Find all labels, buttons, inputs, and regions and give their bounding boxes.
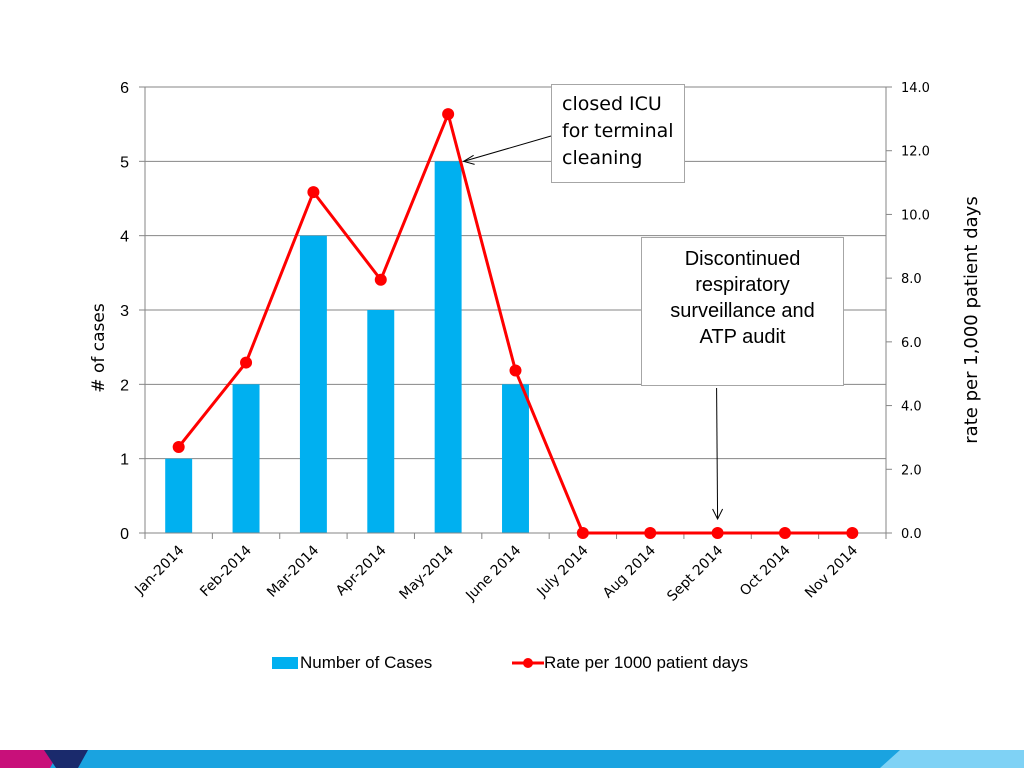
line-series: [172, 108, 859, 539]
footer-band: [0, 750, 1024, 768]
right-tick-label: 2.0: [901, 463, 922, 478]
left-tick-label: 1: [120, 452, 129, 469]
left-tick-label: 4: [120, 229, 129, 246]
arrowhead-icu: [462, 154, 475, 165]
legend-label: Rate per 1000 patient days: [544, 653, 749, 672]
x-tick-label: May-2014: [397, 542, 457, 602]
x-tick-label: June 2014: [462, 542, 524, 604]
x-tick-label: Sept 2014: [664, 542, 726, 604]
left-tick-label: 5: [120, 154, 129, 171]
x-tick-label: Nov 2014: [802, 542, 861, 601]
annotation-arrows: [462, 135, 724, 521]
arrow-icu: [463, 135, 552, 162]
bar-June 2014: [502, 384, 529, 533]
left-tick-label: 6: [120, 80, 129, 97]
right-tick-label: 14.0: [901, 81, 930, 96]
rate-point-Feb-2014: [240, 356, 253, 369]
rate-point-May-2014: [442, 108, 455, 121]
x-tick-label: Apr-2014: [333, 542, 390, 599]
rate-point-July 2014: [576, 527, 589, 539]
annotation-line: Discontinued: [684, 248, 801, 270]
axes: [139, 86, 892, 539]
legend-item-cases: Number of Cases: [272, 653, 432, 673]
footer-band-dark: [44, 750, 88, 768]
left-tick-label: 2: [120, 377, 129, 394]
x-tick-label: Jan-2014: [131, 542, 187, 598]
legend-label: Number of Cases: [300, 653, 433, 672]
annotation-discontinued: Discontinued respiratory surveillance an…: [641, 237, 844, 386]
annotation-line: surveillance and: [670, 300, 815, 322]
bar-May-2014: [434, 161, 462, 534]
y2-axis-title: rate per 1,000 patient days: [961, 196, 982, 443]
right-tick-label: 0.0: [901, 527, 922, 542]
legend-item-rate: Rate per 1000 patient days: [512, 653, 748, 673]
annotation-line: for terminal: [562, 120, 674, 142]
bar-Mar-2014: [299, 235, 327, 533]
rate-point-Jan-2014: [172, 440, 185, 453]
x-tick-label: Aug 2014: [600, 542, 659, 601]
annotation-line: cleaning: [562, 147, 643, 169]
arrowhead-discontinued: [712, 508, 724, 521]
x-tick-label: July 2014: [534, 542, 592, 600]
annotation-line: closed ICU: [562, 93, 662, 115]
bar-Apr-2014: [367, 310, 395, 533]
right-tick-label: 12.0: [901, 145, 930, 160]
right-tick-label: 8.0: [901, 272, 922, 287]
annotation-line: respiratory: [695, 274, 790, 296]
x-tick-label: Oct 2014: [737, 542, 794, 599]
legend-swatch-line: [512, 658, 544, 668]
right-tick-label: 4.0: [901, 400, 922, 415]
footer-band-pink: [0, 750, 60, 768]
rate-point-Mar-2014: [307, 186, 320, 199]
arrow-discontinued: [716, 387, 719, 520]
y-axis-title: # of cases: [89, 303, 109, 393]
right-tick-label: 6.0: [901, 336, 922, 351]
bar-Jan-2014: [165, 458, 193, 533]
annotation-line: ATP audit: [699, 326, 786, 348]
left-tick-label: 3: [120, 303, 129, 320]
legend-swatch-bar: [272, 657, 298, 669]
rate-point-Aug 2014: [644, 527, 657, 539]
rate-point-Apr-2014: [374, 273, 387, 286]
right-tick-label: 10.0: [901, 208, 930, 223]
x-tick-label: Mar-2014: [264, 542, 322, 600]
x-tick-label: Feb-2014: [197, 542, 255, 600]
axis-labels: 0 1 2 3 4 5 6 0.0 2.0 4.0 6.0 8.0 10.0 12.0 14.0 Jan-20…: [89, 80, 982, 605]
rate-point-Oct 2014: [778, 527, 791, 539]
rate-point-Nov 2014: [846, 527, 859, 539]
footer-band-light: [880, 750, 1024, 768]
bar-series: [165, 161, 529, 534]
left-tick-label: 0: [120, 526, 129, 543]
footer-band-blue: [0, 750, 1024, 768]
annotation-closed-icu: closed ICU for terminal cleaning: [551, 84, 685, 183]
rate-point-Sept 2014: [711, 527, 724, 539]
bar-Feb-2014: [232, 384, 260, 533]
rate-point-June 2014: [509, 364, 522, 377]
